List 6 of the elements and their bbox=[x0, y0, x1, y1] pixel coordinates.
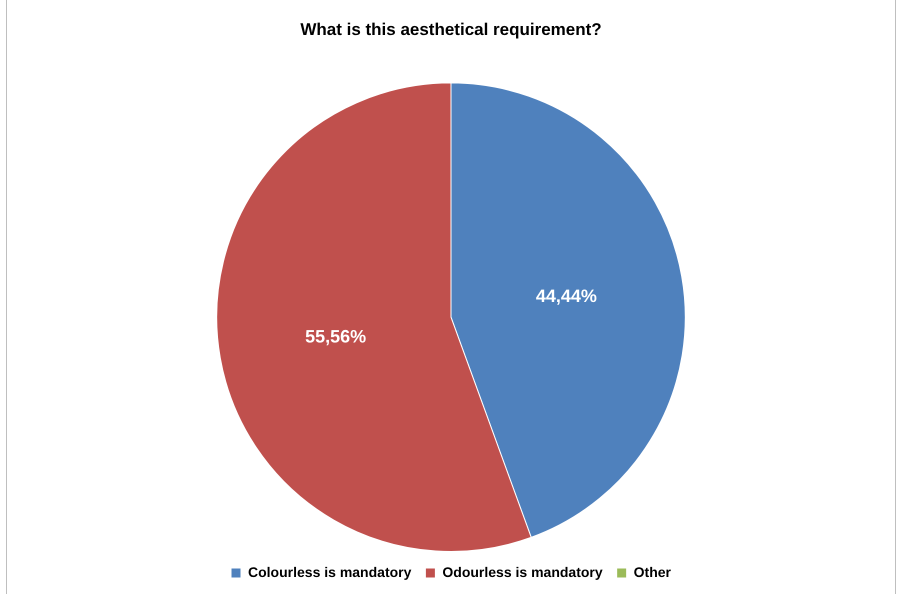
data-label: 55,56% bbox=[305, 326, 366, 347]
chart-title: What is this aesthetical requirement? bbox=[300, 20, 602, 39]
legend-label: Odourless is mandatory bbox=[442, 564, 603, 580]
legend-label: Other bbox=[634, 564, 672, 580]
legend-label: Colourless is mandatory bbox=[248, 564, 412, 580]
data-label: 44,44% bbox=[536, 286, 597, 306]
